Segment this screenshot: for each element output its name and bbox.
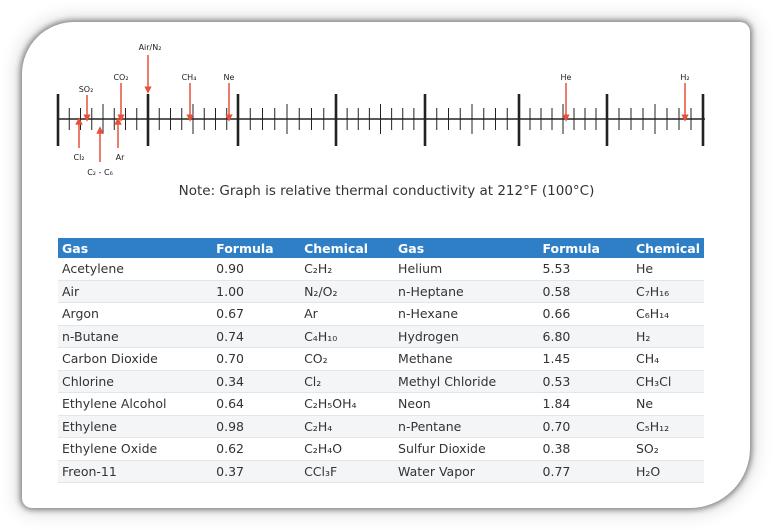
label-he: He [561,73,572,82]
cell-chemical: C₂H₂ [300,258,395,281]
table-row: Freon-11 0.37 CCl₃F Water Vapor 0.77 H₂O [58,460,704,483]
header-formula-2: Formula [538,238,632,258]
cell-gas: Ethylene Alcohol [58,392,213,416]
cell-chemical-2: H₂ [632,325,704,348]
graph-note: Note: Graph is relative thermal conducti… [178,183,595,199]
cell-formula-2: 6.80 [538,325,632,348]
cell-formula: 0.90 [212,258,301,281]
cell-formula-2: 1.84 [538,392,632,416]
cell-chemical: CCl₃F [300,460,395,483]
header-chemical: Chemical [300,238,395,258]
cell-gas-2: Neon [394,392,539,416]
cell-chemical-2: CH₃Cl [632,370,704,393]
cell-gas: Air [58,280,213,303]
cell-chemical: N₂/O₂ [300,280,395,303]
cell-gas-2: Helium [394,258,539,281]
cell-gas: n-Butane [58,325,213,348]
cell-formula: 0.70 [212,347,301,371]
cell-gas: Acetylene [58,258,213,281]
scale-ticks [56,94,705,146]
label-co2: CO₂ [113,73,128,82]
cell-chemical-2: He [632,258,704,281]
table-row: Carbon Dioxide 0.70 CO₂ Methane 1.45 CH₄ [58,347,704,371]
table-row: Ethylene Oxide 0.62 C₂H₄O Sulfur Dioxide 0.3… [58,437,704,461]
cell-gas-2: Hydrogen [394,325,539,348]
cell-formula-2: 1.45 [538,347,632,371]
cell-formula: 0.62 [212,437,301,461]
header-formula: Formula [212,238,301,258]
cell-formula-2: 0.70 [538,415,632,438]
cell-formula-2: 5.53 [538,258,632,281]
cell-chemical-2: C₆H₁₄ [632,302,704,326]
table-row: Ethylene Alcohol 0.64 C₂H₅OH₄ Neon 1.84 Ne [58,392,704,416]
cell-gas-2: Sulfur Dioxide [394,437,539,461]
cell-chemical: C₂H₄O [300,437,395,461]
header-gas: Gas [58,238,213,258]
label-air: Air/N₂ [139,43,162,52]
cell-chemical: C₂H₅OH₄ [300,392,395,416]
cell-formula: 0.98 [212,415,301,438]
thermal-conductivity-scale: Air/N₂ SO₂ CO₂ CH₄ Ne He H₂ Cl₂ Ar C₂ - … [56,43,705,177]
cell-chemical-2: H₂O [632,460,704,483]
table-row: Argon 0.67 Ar n-Hexane 0.66 C₆H₁₄ [58,302,704,326]
cell-formula: 0.34 [212,370,301,393]
cell-formula: 0.37 [212,460,301,483]
cell-chemical-2: C₅H₁₂ [632,415,704,438]
cell-gas: Chlorine [58,370,213,393]
cell-formula: 0.64 [212,392,301,416]
cell-chemical-2: Ne [632,392,704,416]
cell-formula-2: 0.66 [538,302,632,326]
table-row: Chlorine 0.34 Cl₂ Methyl Chloride 0.53 CH₃Cl [58,370,704,393]
cell-chemical: C₄H₁₀ [300,325,395,348]
cell-chemical-2: SO₂ [632,437,704,461]
cell-formula: 1.00 [212,280,301,303]
cell-formula: 0.74 [212,325,301,348]
cell-formula-2: 0.53 [538,370,632,393]
cell-gas-2: Methane [394,347,539,371]
label-so2: SO₂ [79,85,94,94]
cell-chemical: Cl₂ [300,370,395,393]
gas-table: Gas Formula Chemical Gas Formula Chemica… [58,238,704,483]
cell-gas: Ethylene [58,415,213,438]
label-ch4: CH₄ [182,73,197,82]
table-row: n-Butane 0.74 C₄H₁₀ Hydrogen 6.80 H₂ [58,325,704,348]
cell-gas-2: n-Pentane [394,415,539,438]
label-h2: H₂ [680,73,689,82]
label-c2-c6: C₂ - C₆ [87,168,113,177]
header-gas-2: Gas [394,238,539,258]
cell-formula-2: 0.38 [538,437,632,461]
label-ne: Ne [224,73,235,82]
cell-gas: Ethylene Oxide [58,437,213,461]
table-row: Air 1.00 N₂/O₂ n-Heptane 0.58 C₇H₁₆ [58,280,704,303]
cell-gas-2: n-Hexane [394,302,539,326]
table-header-row: Gas Formula Chemical Gas Formula Chemica… [58,238,704,258]
label-cl2: Cl₂ [73,153,84,162]
cell-chemical-2: C₇H₁₆ [632,280,704,303]
cell-chemical-2: CH₄ [632,347,704,371]
cell-chemical: CO₂ [300,347,395,371]
cell-gas: Argon [58,302,213,326]
header-chemical-2: Chemical [632,238,704,258]
cell-formula-2: 0.77 [538,460,632,483]
table-row: Acetylene 0.90 C₂H₂ Helium 5.53 He [58,258,704,281]
cell-gas: Carbon Dioxide [58,347,213,371]
cell-chemical: C₂H₄ [300,415,395,438]
cell-gas-2: Methyl Chloride [394,370,539,393]
cell-formula-2: 0.58 [538,280,632,303]
cell-gas-2: Water Vapor [394,460,539,483]
cell-formula: 0.67 [212,302,301,326]
cell-gas-2: n-Heptane [394,280,539,303]
cell-gas: Freon-11 [58,460,213,483]
table-row: Ethylene 0.98 C₂H₄ n-Pentane 0.70 C₅H₁₂ [58,415,704,438]
label-ar: Ar [116,153,125,162]
cell-chemical: Ar [300,302,395,326]
